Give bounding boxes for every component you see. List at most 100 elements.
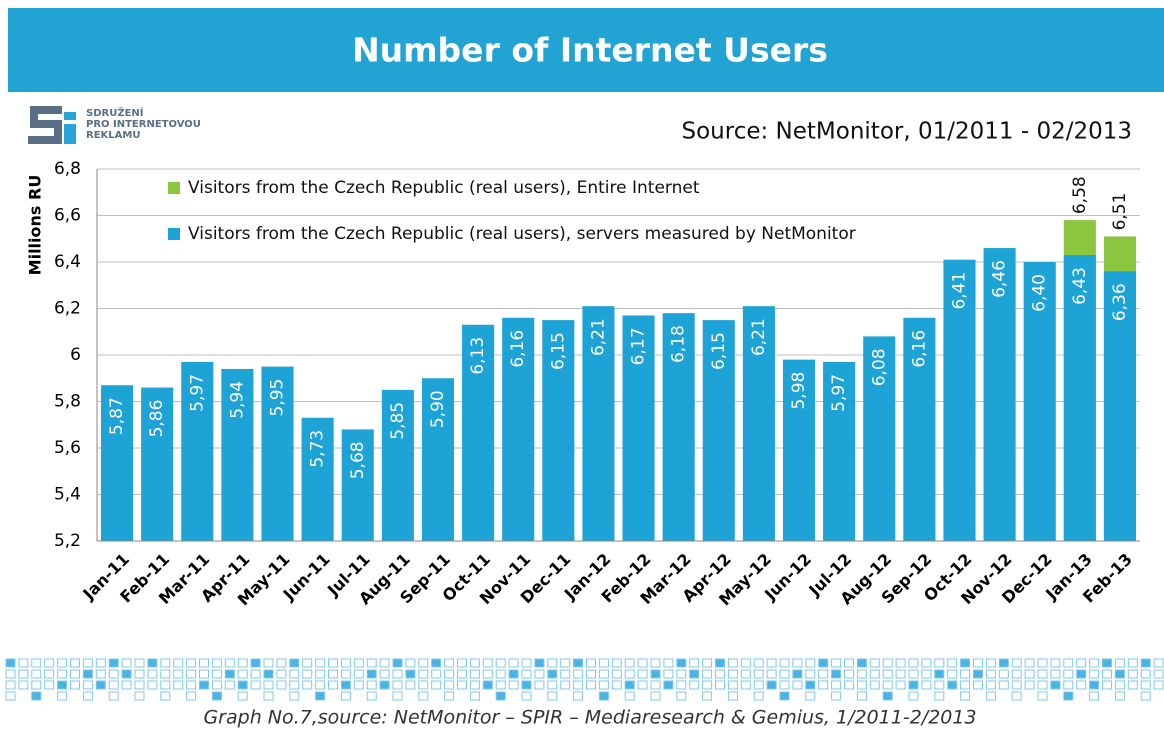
value-label: 6,36 [1110,283,1130,321]
bar [662,313,695,541]
deco-square [1140,691,1151,701]
deco-square [702,658,713,668]
deco-square [147,669,158,679]
deco-square [753,691,764,701]
deco-square [740,658,751,668]
deco-square [31,680,42,690]
deco-square [973,658,983,668]
deco-square [82,658,93,668]
deco-square [379,680,390,690]
deco-square [82,669,93,679]
deco-square [650,680,661,690]
deco-square [1127,669,1138,679]
deco-square [753,658,764,668]
deco-square [418,669,429,679]
deco-square [1089,669,1100,679]
deco-square [224,669,235,679]
deco-square [1037,680,1048,690]
deco-square [289,680,300,690]
bar [582,306,615,541]
deco-square [573,691,584,701]
deco-square [57,691,68,701]
deco-square [160,669,171,679]
deco-square [186,669,197,679]
deco-square [199,680,209,690]
deco-square [727,669,738,679]
deco-square [573,658,584,668]
deco-square [611,658,622,668]
deco-square [624,680,635,690]
deco-square [405,680,416,690]
deco-square [998,669,1009,679]
deco-square [547,691,558,701]
deco-square [586,669,596,679]
logo-text: PRO INTERNETOVOU [86,119,201,130]
bar [903,317,936,541]
deco-square [534,680,545,690]
y-tick-label: 6,2 [54,299,81,319]
deco-square [70,658,80,668]
bar [782,359,816,541]
value-label: 5,85 [388,402,408,440]
deco-square [302,669,313,679]
value-label: 6,15 [548,332,568,370]
bar [101,385,134,541]
bar [542,320,575,541]
deco-square [392,691,403,701]
deco-square [766,658,777,668]
chart-title: Number of Internet Users [352,31,828,70]
deco-square [831,658,842,668]
deco-square [211,680,222,690]
deco-square [882,691,893,701]
deco-square [753,680,764,690]
deco-square [947,658,958,668]
deco-square [134,669,145,679]
deco-square [147,680,158,690]
deco-square [44,658,55,668]
deco-square [689,669,700,679]
deco-square [715,669,725,679]
logo-mark [64,112,76,144]
deco-square [302,680,313,690]
deco-square [366,669,377,679]
deco-square [586,658,596,668]
deco-square [598,691,609,701]
value-label: 6,58 [1070,176,1090,214]
value-label: 6,17 [629,327,649,365]
value-label: 6,46 [990,260,1010,298]
deco-square [676,669,687,679]
deco-square [315,691,326,701]
deco-square [831,691,842,701]
deco-square [818,669,829,679]
value-label: 6,13 [468,337,488,375]
deco-square [586,680,596,690]
bar [502,317,535,541]
deco-square [1011,680,1022,690]
deco-square [689,680,700,690]
deco-square [611,669,622,679]
deco-square [95,658,106,668]
deco-square [95,669,106,679]
deco-square [173,680,184,690]
deco-square [805,680,816,690]
deco-square [715,680,725,690]
deco-square [934,691,945,701]
value-label: 5,95 [268,379,288,417]
legend-swatch [168,228,180,240]
deco-square [211,691,222,701]
deco-square [844,658,854,668]
value-label: 6,15 [709,332,729,370]
deco-square [134,680,145,690]
deco-square [882,680,893,690]
deco-square [598,669,609,679]
bar [341,429,374,541]
deco-square [263,680,274,690]
deco-square [676,691,687,701]
deco-square [1140,680,1151,690]
deco-square [250,680,261,690]
bar [863,336,896,541]
deco-square [960,680,971,690]
deco-square [947,669,958,679]
deco-square [469,669,480,679]
deco-square [353,680,364,690]
